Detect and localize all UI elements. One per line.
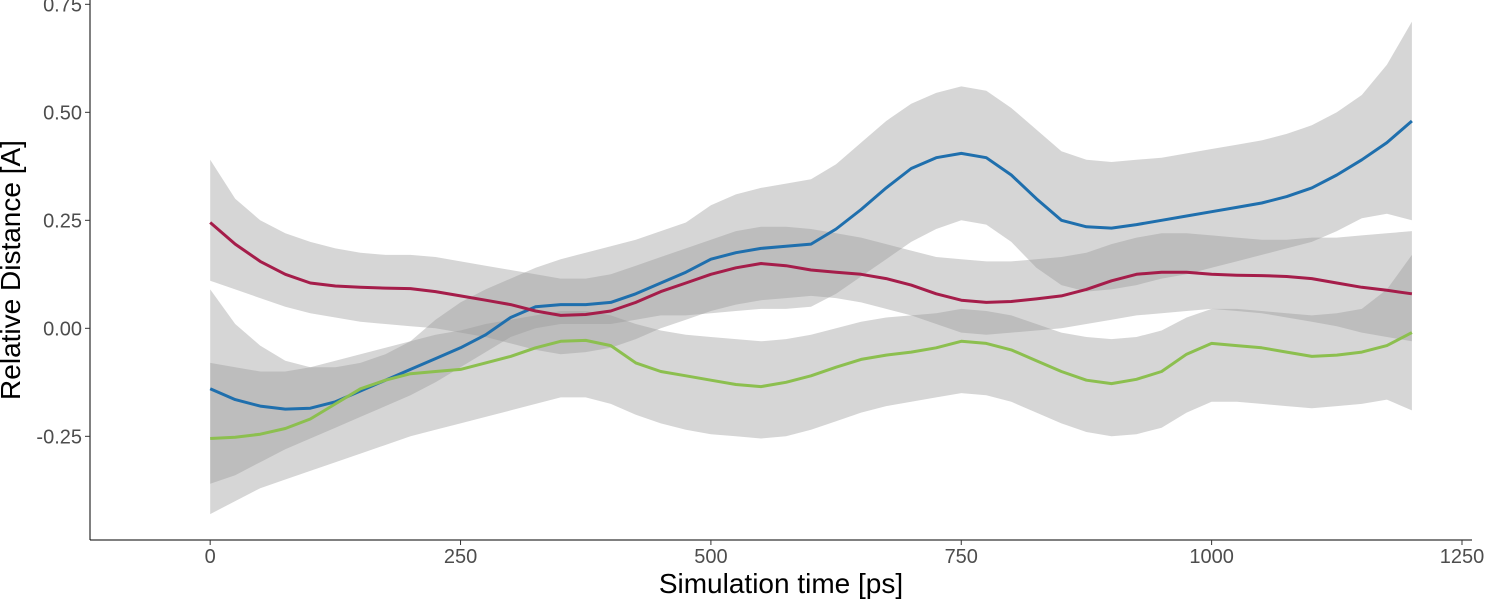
y-tick-label: 0.00	[43, 318, 82, 340]
y-tick-label: 0.50	[43, 102, 82, 124]
x-tick-label: 0	[205, 546, 216, 568]
confidence-band-0	[210, 21, 1412, 484]
y-tick-label: -0.25	[36, 426, 82, 448]
series-lines	[209, 119, 1413, 440]
x-tick-label: 1250	[1440, 546, 1485, 568]
x-axis-ticks: 0 250 500 750 1000 1250	[205, 540, 1485, 568]
x-tick-label: 500	[694, 546, 727, 568]
y-axis-ticks: -0.25 0.00 0.25 0.50 0.75	[36, 0, 90, 448]
confidence-band-2	[210, 254, 1412, 515]
x-tick-label: 750	[945, 546, 978, 568]
confidence-bands	[210, 21, 1412, 515]
x-axis-title: Simulation time [ps]	[659, 568, 903, 599]
series-line-1	[209, 221, 1413, 317]
series-line-0	[209, 119, 1413, 411]
x-tick-label: 1000	[1189, 546, 1234, 568]
series-line-2	[210, 331, 1413, 440]
y-tick-label: 0.25	[43, 210, 82, 232]
x-tick-label: 250	[444, 546, 477, 568]
y-tick-label: 0.75	[43, 0, 82, 16]
y-axis-title: Relative Distance [A]	[0, 140, 26, 400]
